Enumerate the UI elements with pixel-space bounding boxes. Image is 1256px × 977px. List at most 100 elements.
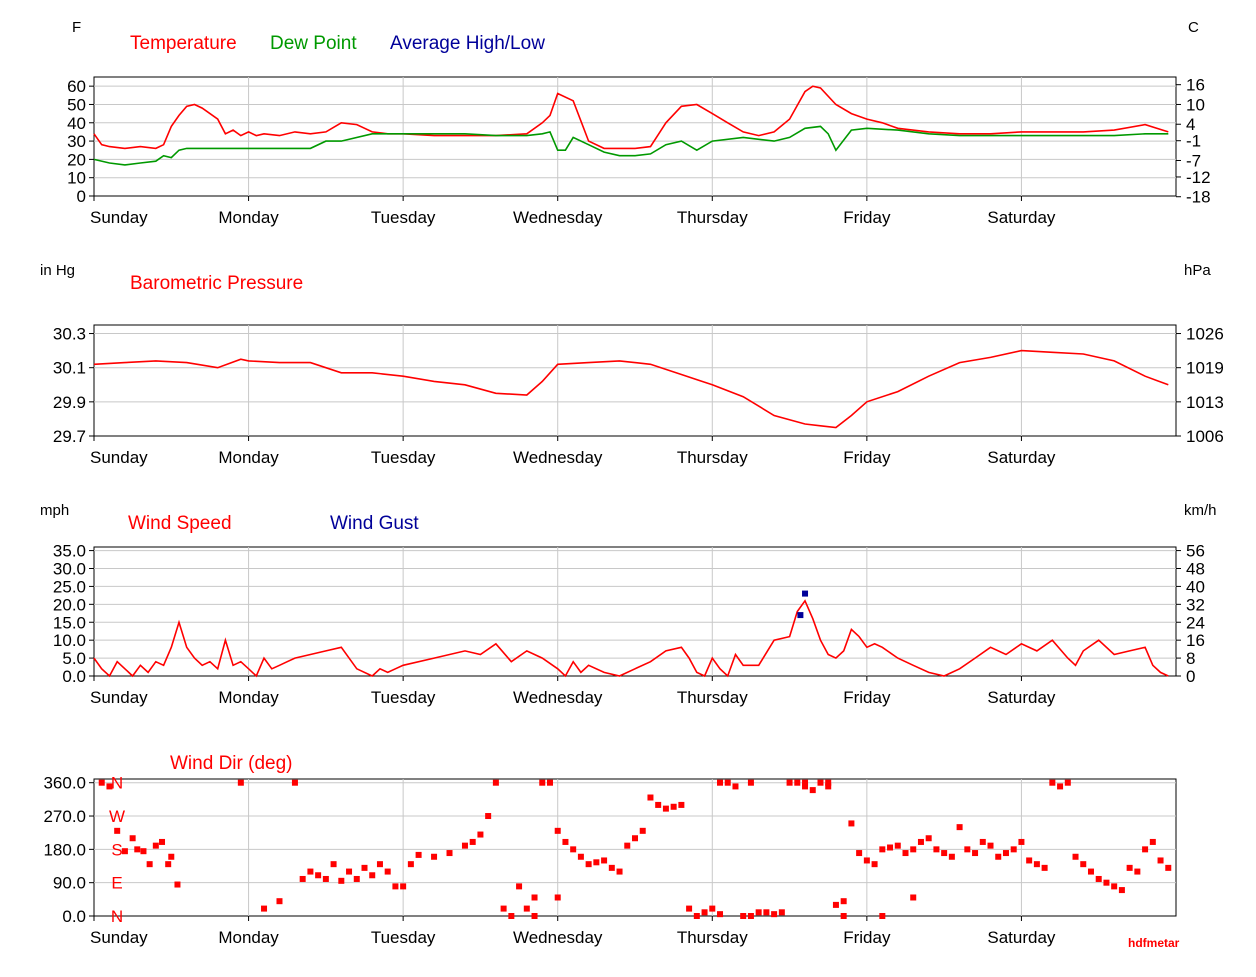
data-point xyxy=(121,848,128,855)
data-point xyxy=(523,905,530,912)
data-point xyxy=(755,909,762,916)
data-point xyxy=(693,913,700,919)
legend-label: Dew Point xyxy=(270,33,357,54)
right-tick-label: 1019 xyxy=(1186,359,1224,378)
data-point xyxy=(1142,846,1149,853)
day-label: Wednesday xyxy=(513,928,603,947)
data-point xyxy=(747,913,754,919)
data-point xyxy=(562,838,569,845)
day-label: Saturday xyxy=(987,928,1056,947)
data-point xyxy=(972,850,979,857)
data-point xyxy=(1026,857,1033,864)
data-point xyxy=(539,779,546,786)
data-point xyxy=(863,857,870,864)
series-line xyxy=(93,349,1169,429)
compass-label: S xyxy=(111,840,122,859)
data-point xyxy=(601,857,608,864)
plot-area xyxy=(93,546,1177,677)
right-tick-label: 1006 xyxy=(1186,427,1224,446)
right-tick-label: 40 xyxy=(1186,577,1205,596)
y-tick-label: 35.0 xyxy=(53,542,86,561)
data-point xyxy=(894,842,901,849)
data-point xyxy=(469,838,476,845)
right-tick-label: -18 xyxy=(1186,188,1211,207)
data-point xyxy=(577,853,584,860)
day-label: Sunday xyxy=(90,208,148,227)
compass-label: W xyxy=(109,807,125,826)
data-point xyxy=(165,861,172,868)
y-tick-label: 29.7 xyxy=(53,427,86,446)
right-unit-label: C xyxy=(1188,19,1199,36)
data-point xyxy=(879,846,886,853)
data-point xyxy=(516,883,523,890)
data-point xyxy=(1118,887,1125,894)
data-point xyxy=(554,827,561,834)
data-point xyxy=(531,913,538,919)
chart-panel-2: Sunday Monday Tuesday Wednesday Thursday Frid… xyxy=(40,262,1224,467)
plot-area xyxy=(93,324,1177,437)
legend-label: Average High/Low xyxy=(390,33,545,54)
data-point xyxy=(832,901,839,908)
data-point xyxy=(701,909,708,916)
y-tick-label: 5.0 xyxy=(62,649,86,668)
data-point xyxy=(802,783,809,790)
y-tick-label: 0.0 xyxy=(62,667,86,686)
right-tick-label: 1026 xyxy=(1186,325,1224,344)
data-point xyxy=(925,835,932,842)
data-point xyxy=(840,898,847,905)
data-point xyxy=(546,779,553,786)
plot-area xyxy=(93,76,1177,197)
day-label: Sunday xyxy=(90,928,148,947)
y-tick-label: 50 xyxy=(67,95,86,114)
data-point xyxy=(910,846,917,853)
data-point xyxy=(1010,846,1017,853)
data-point xyxy=(686,905,693,912)
data-point xyxy=(415,851,422,858)
data-point xyxy=(461,842,468,849)
data-point xyxy=(129,835,136,842)
data-point xyxy=(817,779,824,786)
data-point xyxy=(376,861,383,868)
data-point xyxy=(825,779,832,786)
day-label: Wednesday xyxy=(513,208,603,227)
y-tick-label: 30 xyxy=(67,132,86,151)
data-point xyxy=(987,842,994,849)
plot-area xyxy=(93,778,1177,917)
data-point xyxy=(608,864,615,871)
y-tick-label: 30.1 xyxy=(53,359,86,378)
data-point xyxy=(1111,883,1118,890)
data-point xyxy=(384,868,391,875)
right-tick-label: -1 xyxy=(1186,132,1201,151)
data-point xyxy=(763,909,770,916)
y-tick-label: 360.0 xyxy=(43,774,86,793)
data-point xyxy=(1103,879,1110,886)
data-point xyxy=(353,875,360,882)
gust-point xyxy=(802,590,809,597)
day-label: Thursday xyxy=(677,208,748,227)
data-point xyxy=(740,913,747,919)
day-label: Sunday xyxy=(90,448,148,467)
right-tick-label: 48 xyxy=(1186,560,1205,579)
data-point xyxy=(531,894,538,901)
data-point xyxy=(856,850,863,857)
day-label: Saturday xyxy=(987,208,1056,227)
data-point xyxy=(732,783,739,790)
compass-label: E xyxy=(111,874,122,893)
left-unit-label: F xyxy=(72,19,81,36)
data-point xyxy=(1002,850,1009,857)
data-point xyxy=(948,853,955,860)
data-point xyxy=(1087,868,1094,875)
chart-panel-4: Sunday Monday Tuesday Wednesday Thursday Frid… xyxy=(43,753,1177,947)
data-point xyxy=(1080,861,1087,868)
chart-title: Wind Dir (deg) xyxy=(170,753,292,774)
y-tick-label: 40 xyxy=(67,114,86,133)
chart-panel-1: Sunday Monday Tuesday Wednesday Thursday Frid… xyxy=(67,19,1211,227)
data-point xyxy=(747,779,754,786)
data-point xyxy=(1072,853,1079,860)
data-point xyxy=(678,801,685,808)
data-point xyxy=(956,824,963,831)
y-tick-label: 0.0 xyxy=(62,907,86,926)
data-point xyxy=(1149,838,1156,845)
data-point xyxy=(1165,864,1172,871)
